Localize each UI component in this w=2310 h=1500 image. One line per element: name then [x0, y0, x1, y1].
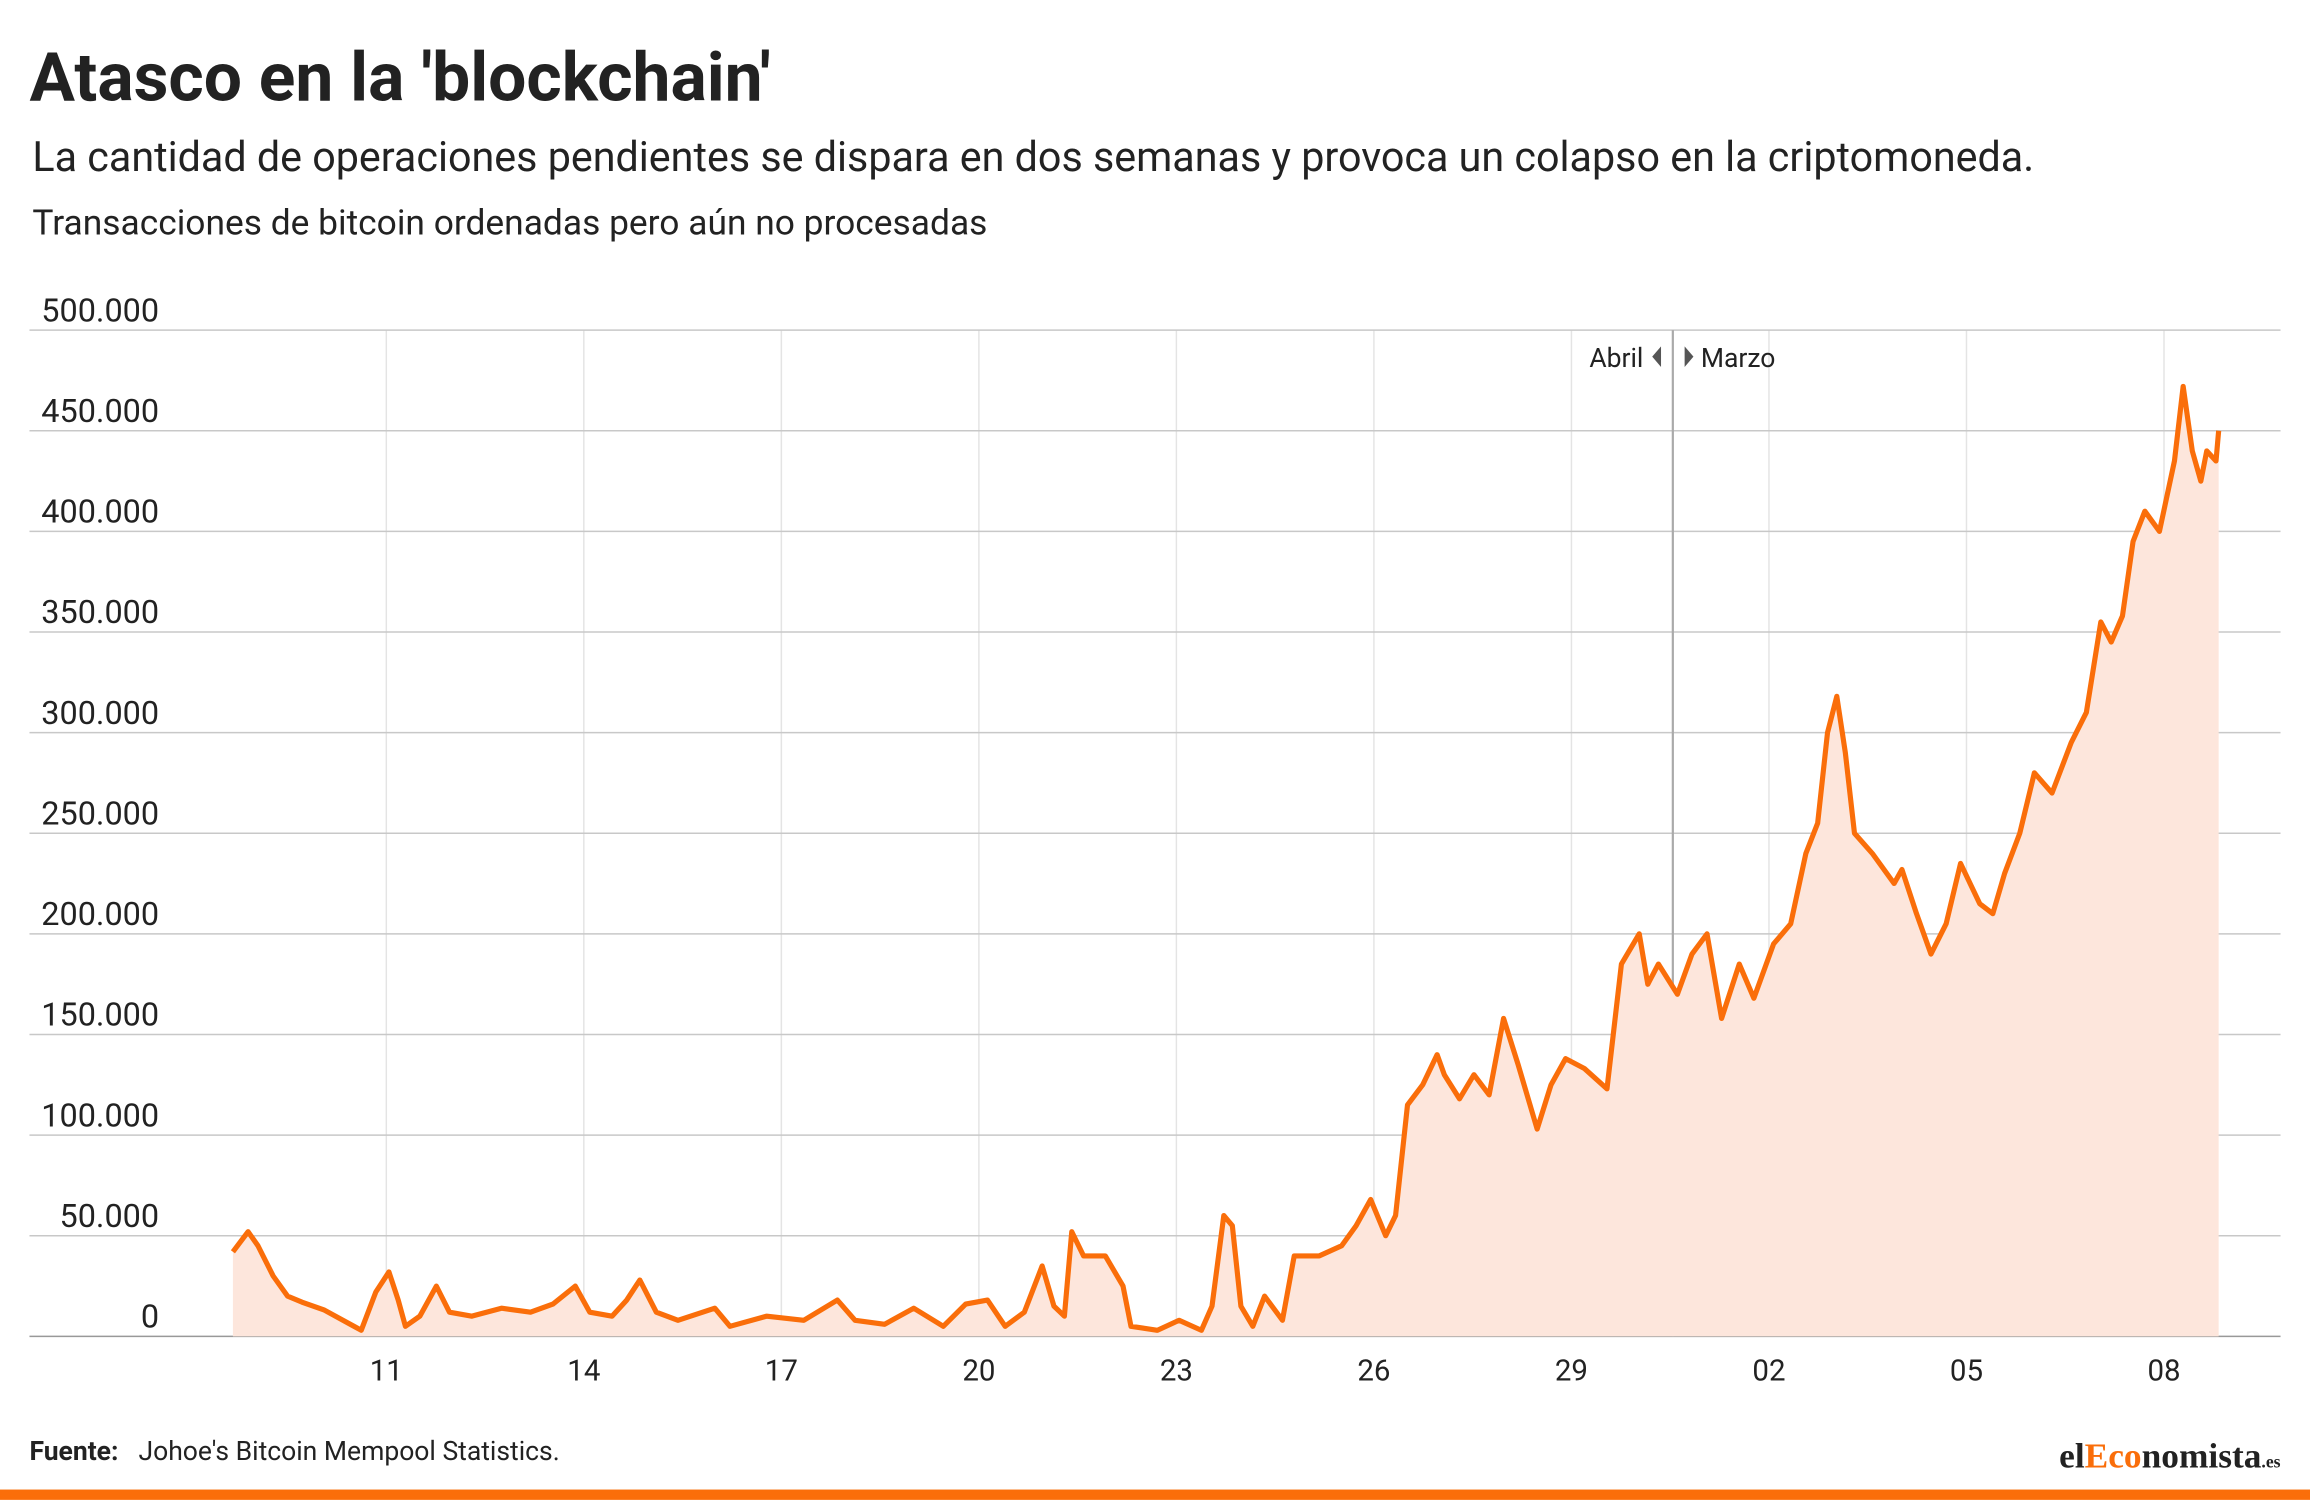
y-tick-label: 0 — [141, 1298, 159, 1336]
y-tick-label: 400.000 — [41, 493, 159, 531]
annotation: Abril — [1589, 343, 1643, 374]
annotation: Marzo — [1701, 343, 1776, 374]
y-tick-label: 250.000 — [41, 794, 159, 832]
brand-part: el — [2059, 1435, 2085, 1475]
chart-subtitle: La cantidad de operaciones pendientes se… — [32, 134, 2034, 182]
chart-title: Atasco en la 'blockchain' — [29, 37, 770, 117]
line — [230, 383, 2222, 1333]
x-tick-label: 29 — [1555, 1355, 1588, 1389]
annotation-arrow — [1684, 346, 1694, 367]
x-tick-label: 05 — [1950, 1355, 1983, 1389]
brand-part: .es — [2261, 1451, 2280, 1471]
x-tick-label: 14 — [567, 1355, 600, 1389]
axis-label: Transacciones de bitcoin ordenadas pero … — [32, 201, 987, 243]
x-tick-label: 20 — [962, 1355, 995, 1389]
y-tick-label: 100.000 — [41, 1096, 159, 1134]
source: Johoe's Bitcoin Mempool Statistics. — [138, 1436, 559, 1467]
annotation-arrow — [1652, 346, 1662, 367]
brand-part: nomista — [2142, 1435, 2262, 1475]
y-tick-label: 300.000 — [41, 694, 159, 732]
x-tick-label: 02 — [1752, 1355, 1785, 1389]
brand-part: Eco — [2085, 1435, 2142, 1475]
area — [232, 386, 2219, 1337]
y-tick-label: 50.000 — [59, 1197, 159, 1235]
x-tick-label: 17 — [765, 1355, 798, 1389]
source-label: Fuente: — [29, 1436, 118, 1467]
x-tick-label: 23 — [1160, 1355, 1193, 1389]
y-tick-label: 500.000 — [41, 291, 159, 329]
bottom-bar — [0, 1489, 2310, 1500]
x-tick-label: 26 — [1357, 1355, 1390, 1389]
x-tick-label: 11 — [370, 1355, 403, 1389]
y-tick-label: 450.000 — [41, 392, 159, 430]
y-tick-label: 200.000 — [41, 895, 159, 933]
y-tick-label: 350.000 — [41, 593, 159, 631]
y-tick-label: 150.000 — [41, 996, 159, 1034]
x-tick-label: 08 — [2147, 1355, 2180, 1389]
brand-logo: elEconomista.es — [2059, 1435, 2281, 1475]
